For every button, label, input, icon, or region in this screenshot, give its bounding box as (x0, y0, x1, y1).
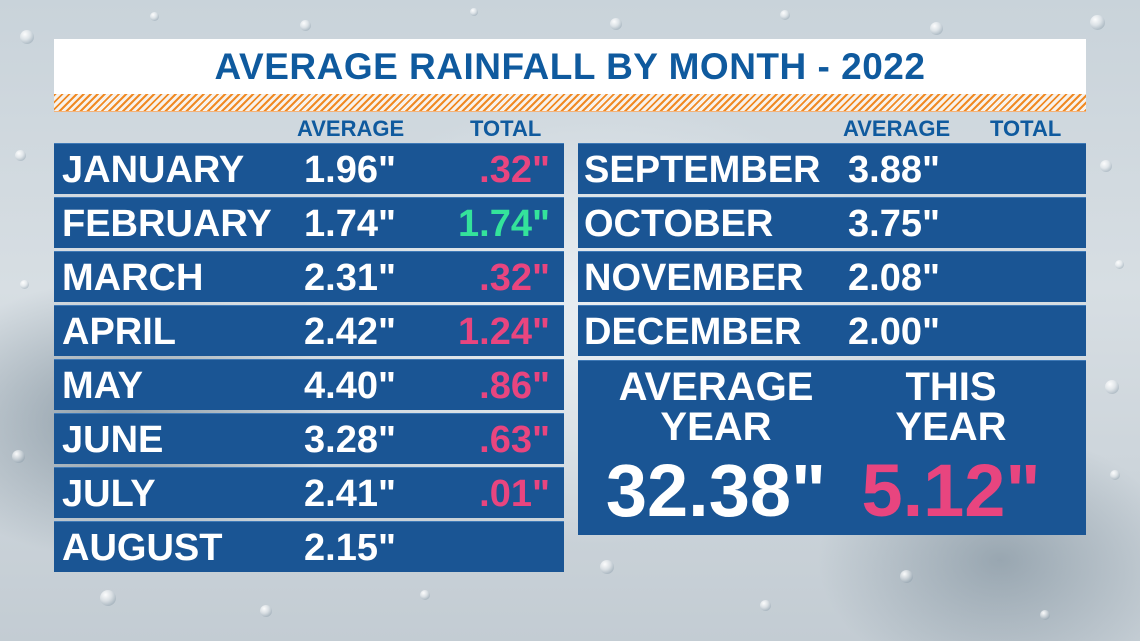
raindrop (100, 590, 116, 606)
yearly-summary-panel: AVERAGE YEAR 32.38" THIS YEAR 5.12" (578, 360, 1086, 535)
average-year-value: 32.38" (605, 449, 827, 532)
this-year-block: THIS YEAR 5.12" (836, 361, 1066, 531)
average-year-block: AVERAGE YEAR 32.38" (598, 361, 834, 531)
month-average: 2.42" (304, 311, 396, 353)
raindrop (1040, 610, 1050, 620)
month-average: 3.28" (304, 419, 396, 461)
raindrop (150, 12, 159, 21)
month-average: 2.08" (848, 257, 940, 299)
average-year-label-line1: AVERAGE (618, 365, 814, 409)
month-total: 1.24" (458, 311, 550, 353)
month-row-july: JULY 2.41" .01" (54, 467, 564, 518)
month-name: NOVEMBER (584, 257, 804, 299)
month-row-january: JANUARY 1.96" .32" (54, 143, 564, 194)
raindrop (300, 20, 311, 31)
month-row-august: AUGUST 2.15" (54, 521, 564, 572)
raindrop (20, 30, 34, 44)
right-average-header: AVERAGE (843, 116, 951, 141)
month-row-november: NOVEMBER 2.08" (578, 251, 1086, 302)
raindrop (420, 590, 430, 600)
month-row-february: FEBRUARY 1.74" 1.74" (54, 197, 564, 248)
this-year-label-line2: YEAR (895, 405, 1007, 449)
orange-stripe-divider (54, 94, 1086, 112)
raindrop (610, 18, 622, 30)
raindrop (20, 280, 29, 289)
raindrop (780, 10, 790, 20)
month-average: 3.75" (848, 203, 940, 245)
raindrop (600, 560, 614, 574)
this-year-value: 5.12" (861, 449, 1041, 532)
raindrop (760, 600, 771, 611)
month-total: .32" (479, 257, 550, 299)
raindrop (1100, 160, 1112, 172)
raindrop (900, 570, 913, 583)
month-name: SEPTEMBER (584, 149, 821, 191)
month-total: .01" (479, 473, 550, 515)
raindrop (470, 8, 478, 16)
right-total-header: TOTAL (990, 116, 1062, 141)
raindrop (1105, 380, 1119, 394)
raindrop (1110, 470, 1120, 480)
raindrop (930, 22, 943, 35)
month-average: 1.74" (304, 203, 396, 245)
month-row-december: DECEMBER 2.00" (578, 305, 1086, 356)
month-name: DECEMBER (584, 311, 802, 353)
month-row-march: MARCH 2.31" .32" (54, 251, 564, 302)
left-average-header: AVERAGE (297, 116, 405, 141)
month-average: 2.00" (848, 311, 940, 353)
month-row-may: MAY 4.40" .86" (54, 359, 564, 410)
average-year-label-line2: YEAR (660, 405, 772, 449)
month-row-october: OCTOBER 3.75" (578, 197, 1086, 248)
month-average: 2.31" (304, 257, 396, 299)
month-name: FEBRUARY (62, 203, 272, 245)
month-average: 3.88" (848, 149, 940, 191)
raindrop (260, 605, 272, 617)
month-row-june: JUNE 3.28" .63" (54, 413, 564, 464)
month-row-april: APRIL 2.42" 1.24" (54, 305, 564, 356)
page-title: AVERAGE RAINFALL BY MONTH - 2022 (214, 45, 926, 87)
raindrop (1090, 15, 1105, 30)
month-row-september: SEPTEMBER 3.88" (578, 143, 1086, 194)
month-total: .32" (479, 149, 550, 191)
this-year-label-line1: THIS (905, 365, 997, 409)
raindrop (1115, 260, 1124, 269)
month-average: 2.41" (304, 473, 396, 515)
raindrop (15, 150, 26, 161)
month-name: JULY (62, 473, 156, 515)
month-name: MAY (62, 365, 143, 407)
left-total-header: TOTAL (470, 116, 542, 141)
month-total: 1.74" (458, 203, 550, 245)
month-name: AUGUST (62, 527, 223, 569)
month-total: .86" (479, 365, 550, 407)
month-average: 2.15" (304, 527, 396, 569)
month-name: MARCH (62, 257, 204, 299)
month-name: JUNE (62, 419, 164, 461)
month-name: APRIL (62, 311, 176, 353)
month-name: OCTOBER (584, 203, 774, 245)
month-total: .63" (479, 419, 550, 461)
raindrop (12, 450, 25, 463)
title-banner: AVERAGE RAINFALL BY MONTH - 2022 (54, 39, 1086, 94)
month-average: 4.40" (304, 365, 396, 407)
month-name: JANUARY (62, 149, 245, 191)
month-average: 1.96" (304, 149, 396, 191)
